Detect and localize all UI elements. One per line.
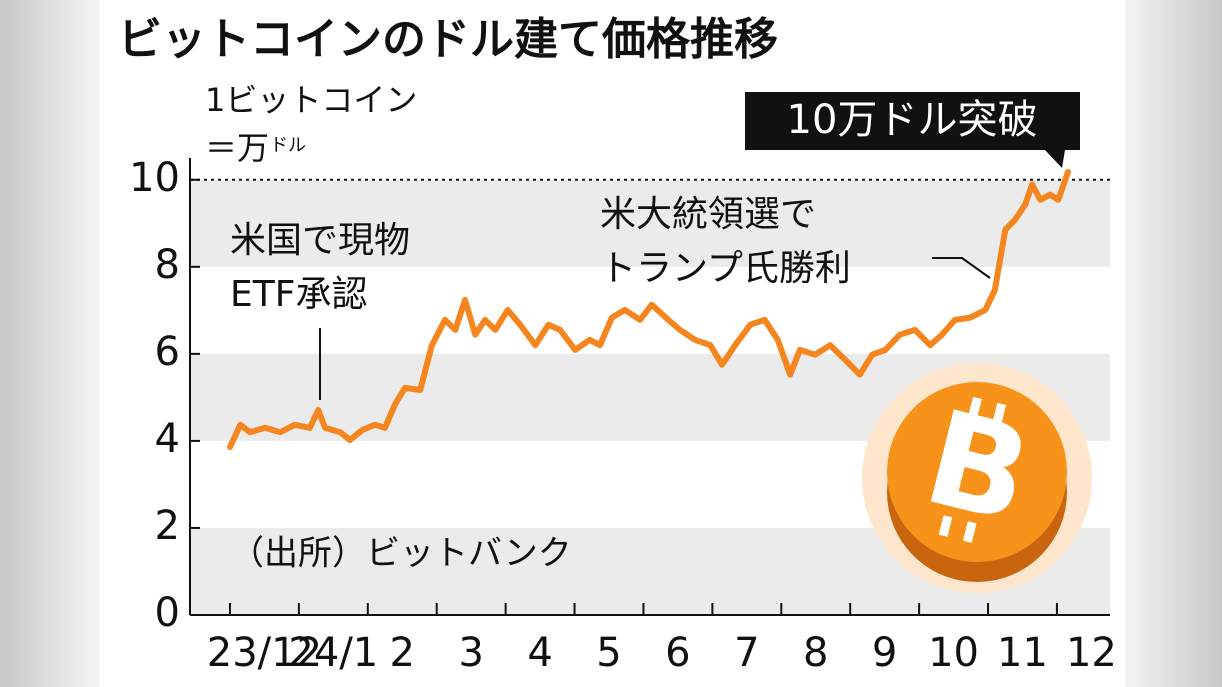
x-tick-label: 4 — [527, 630, 552, 676]
x-tick-label: 11 — [997, 630, 1048, 676]
x-tick-label: 3 — [458, 630, 483, 676]
y-tick-label: 4 — [155, 416, 180, 462]
unit-label: ＝万 — [205, 129, 269, 167]
y-tick-label: 10 — [129, 155, 180, 201]
band — [190, 179, 1110, 267]
x-tick-label: 6 — [665, 630, 690, 676]
chart-title: ビットコインのドル建て価格推移 — [118, 14, 778, 65]
y-tick-label: 0 — [155, 590, 180, 636]
leader-line — [932, 257, 991, 279]
x-tick-label: 24/1 — [288, 630, 378, 676]
x-tick-label: 7 — [734, 630, 759, 676]
y-tick-label: 8 — [155, 242, 180, 288]
x-tick-label: 23/12 — [207, 630, 322, 676]
x-tick-label: 8 — [803, 630, 828, 676]
x-tick-label: 5 — [596, 630, 621, 676]
x-tick-label: 9 — [872, 630, 897, 676]
callout-text: 10万ドル突破 — [787, 97, 1038, 143]
source: （出所）ビットバンク — [230, 534, 572, 574]
y-tick-label: 6 — [155, 329, 180, 375]
annotation: 米大統領選で — [600, 194, 816, 235]
annotation: トランプ氏勝利 — [600, 248, 851, 289]
annotation: ETF承認 — [230, 274, 367, 315]
x-tick-label: 2 — [390, 630, 415, 676]
callout-box — [745, 92, 1080, 150]
price-line — [227, 168, 1071, 450]
unit-label-small: ドル — [270, 135, 306, 156]
unit-label: 1ビットコイン — [205, 81, 417, 119]
x-tick-label: 10 — [928, 630, 979, 676]
callout-pointer — [1045, 150, 1065, 168]
annotation: 米国で現物 — [230, 220, 410, 261]
bitcoin-icon: B — [862, 363, 1092, 593]
y-tick-label: 2 — [155, 503, 180, 549]
x-tick-label: 12 — [1066, 630, 1117, 676]
